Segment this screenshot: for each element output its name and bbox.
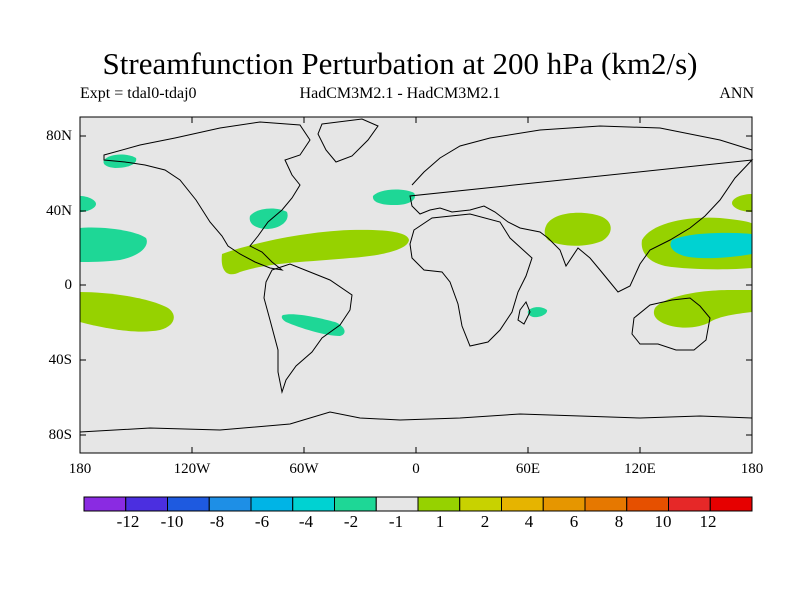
lon-label: 60E: [515, 461, 541, 477]
anomaly-shading: [80, 154, 752, 336]
colorbar-swatch: [125, 496, 168, 512]
colorbar-label: 4: [524, 512, 534, 531]
colorbar-label: -4: [298, 512, 314, 531]
colorbar-label: 2: [480, 512, 490, 531]
colorbar-label: 8: [614, 512, 624, 531]
shade-atlantic-tropical: [221, 229, 409, 275]
colorbar-label: 10: [654, 512, 672, 531]
lat-label: 80S: [48, 427, 72, 443]
coast-africa: [409, 213, 533, 347]
colorbar-label: -6: [254, 512, 270, 531]
lon-label: 60W: [289, 461, 319, 477]
lat-label: 40N: [46, 203, 72, 219]
shade-east-pacific-south: [80, 292, 174, 332]
colorbar-swatch: [709, 496, 753, 512]
lon-label: 180: [740, 461, 764, 477]
coast-north-america: [103, 121, 311, 271]
colorbar-swatch: [668, 496, 711, 512]
shade-madagascar: [527, 307, 548, 318]
coast-greenland: [317, 118, 379, 163]
shade-pacific-northwest-edge: [80, 196, 96, 212]
shade-pacific-east-edge: [732, 194, 752, 212]
shade-atlantic-north: [372, 189, 416, 205]
colorbar-swatch: [626, 496, 669, 512]
colorbar-label: -1: [388, 512, 404, 531]
axis-ticks: [80, 117, 752, 453]
shade-south-america: [281, 314, 345, 336]
colorbar-swatch: [542, 496, 586, 512]
coast-eurasia: [409, 125, 754, 293]
colorbar-label: 6: [569, 512, 579, 531]
coast-madagascar: [517, 300, 531, 325]
colorbar-swatch: [250, 496, 294, 512]
colorbar-swatch: [459, 496, 502, 512]
lat-label: 40S: [48, 352, 72, 368]
coast-south-america: [263, 263, 353, 394]
colorbar: [83, 496, 753, 512]
colorbar-swatch: [501, 496, 544, 512]
coastlines: [79, 118, 754, 433]
colorbar-swatch: [83, 496, 127, 512]
coast-australia: [631, 297, 711, 351]
lat-label: 0: [64, 277, 73, 293]
colorbar-label: -10: [160, 512, 184, 531]
shade-pacific-north: [80, 227, 147, 262]
lon-label: 120E: [624, 461, 656, 477]
shade-west-pacific-core: [670, 232, 752, 259]
map-background: [80, 117, 752, 453]
colorbar-label: -8: [209, 512, 225, 531]
colorbar-label: 12: [699, 512, 717, 531]
experiment-label: Expt = tdal0-tdaj0: [80, 85, 197, 102]
colorbar-swatch: [167, 496, 210, 512]
colorbar-label: -2: [343, 512, 359, 531]
colorbar-label: -12: [116, 512, 140, 531]
colorbar-swatch: [584, 496, 628, 512]
colorbar-swatch: [334, 496, 377, 512]
coast-antarctica: [79, 411, 753, 433]
lon-label: 0: [412, 461, 420, 477]
colorbar-swatch: [417, 496, 461, 512]
colorbar-swatch: [375, 496, 419, 512]
season-label: ANN: [719, 85, 754, 102]
shade-arabia: [544, 212, 611, 246]
lon-label: 120W: [173, 461, 211, 477]
colorbar-swatch: [292, 496, 335, 512]
lon-label: 180: [68, 461, 92, 477]
lat-label: 80N: [46, 128, 72, 144]
colorbar-label: 1: [435, 512, 445, 531]
map-title: Streamfunction Perturbation at 200 hPa (…: [102, 46, 698, 81]
colorbar-swatch: [208, 496, 252, 512]
model-label: HadCM3M2.1 - HadCM3M2.1: [299, 85, 501, 102]
